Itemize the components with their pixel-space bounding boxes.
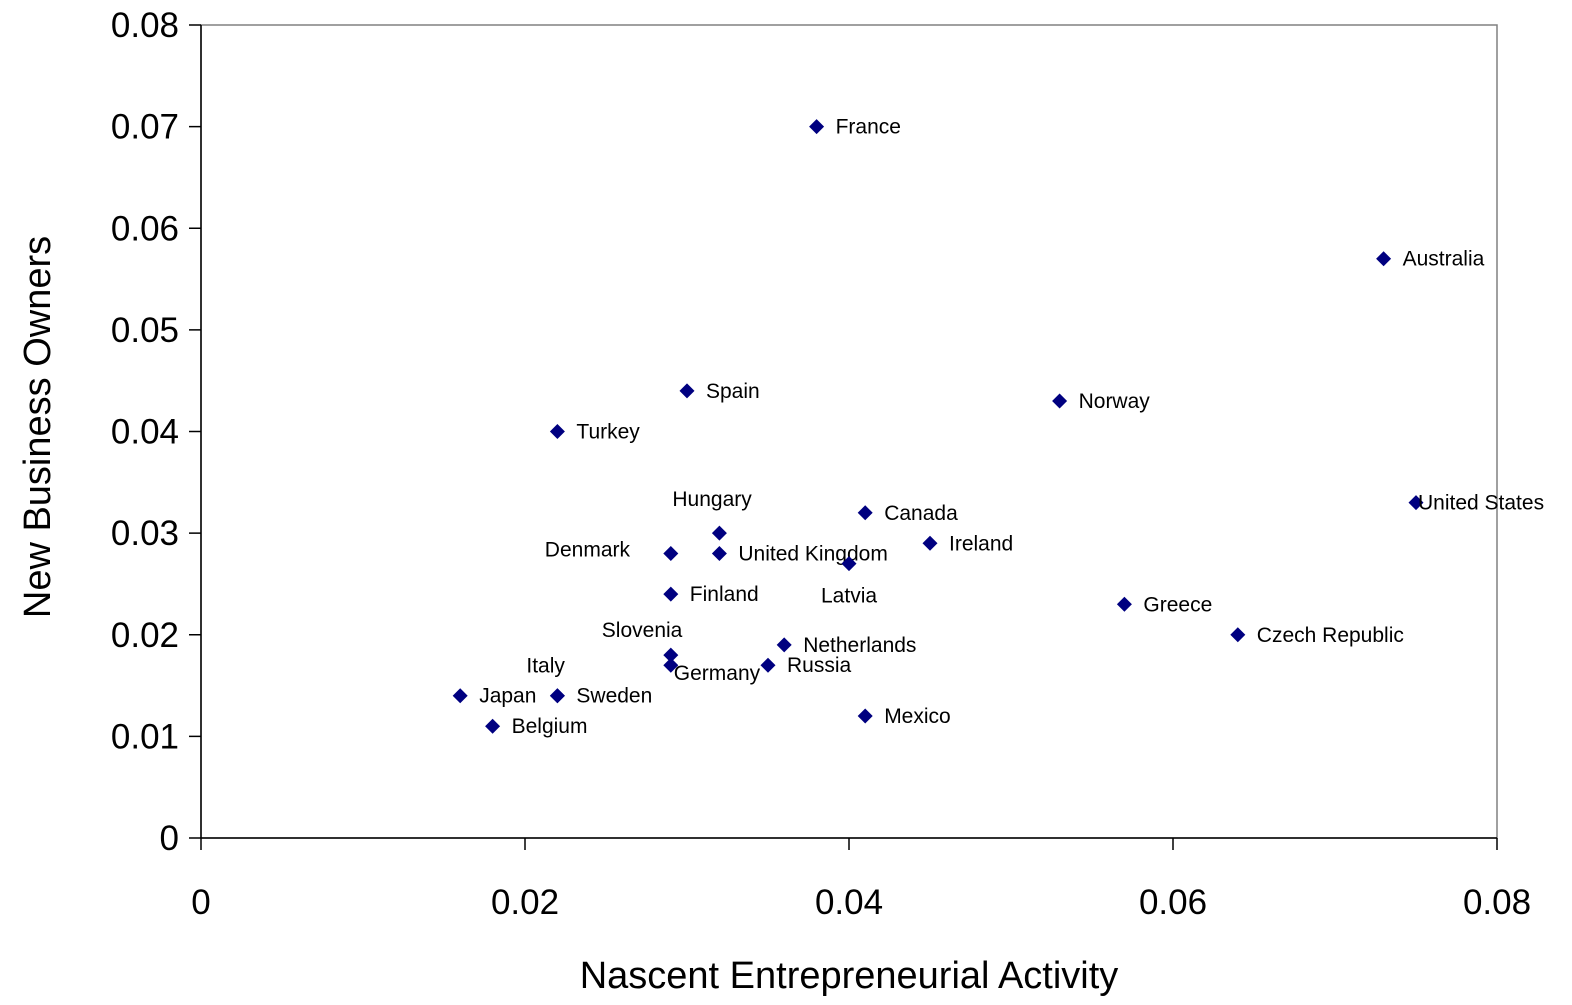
x-tick-label: 0 [191,883,210,922]
data-point [857,505,873,521]
point-label: Germany [674,662,761,685]
point-label: Greece [1143,593,1212,616]
y-axis-title: New Business Owners [17,236,59,618]
data-point [485,718,501,734]
point-label: Czech Republic [1257,624,1404,647]
y-tick-label: 0.06 [111,209,179,248]
point-label: Slovenia [602,619,683,642]
y-tick-label: 0.07 [111,108,179,147]
point-label: Sweden [576,685,652,708]
point-label: Italy [526,655,565,678]
x-tick-label: 0.06 [1139,883,1207,922]
point-label: Japan [479,685,536,708]
data-point [760,657,776,673]
x-tick-label: 0.08 [1463,883,1531,922]
data-point [679,383,695,399]
point-label: Denmark [545,538,631,561]
point-label: Netherlands [803,634,916,657]
data-point [857,708,873,724]
data-point [1052,393,1068,409]
point-label: Hungary [672,488,752,511]
point-label: Norway [1079,390,1151,413]
data-point [1230,627,1246,643]
axes: 0 0.01 0.02 0.03 0.04 0.05 0.06 0.07 0.08 0 0.02 0.… [111,6,1531,922]
data-point [549,688,565,704]
y-tick-label: 0.01 [111,717,179,756]
point-label: Australia [1403,248,1485,271]
y-tick-label: 0.03 [111,514,179,553]
point-label: United States [1418,492,1544,515]
plot-area [200,24,1498,839]
x-tick-label: 0.02 [491,883,559,922]
point-label: Russia [787,654,852,677]
y-tick-label: 0.02 [111,616,179,655]
point-label: United Kingdom [738,542,887,565]
point-label: Belgium [512,715,588,738]
data-point [1116,596,1132,612]
data-point [1376,251,1392,267]
data-point [663,647,679,663]
y-tick-label: 0.08 [111,6,179,45]
data-point [549,424,565,439]
data-point [1408,495,1424,511]
point-label: Finland [690,583,759,606]
data-point [663,586,679,602]
data-point [663,545,679,561]
y-tick-label: 0.04 [111,413,179,452]
point-label: France [836,116,901,139]
x-tick-label: 0.04 [815,883,883,922]
data-points: France Australia Spain Norway Turkey United S… [452,116,1544,738]
y-tick-label: 0.05 [111,311,179,350]
data-point [663,657,679,673]
y-tick-label: 0 [160,819,179,858]
point-label: Ireland [949,532,1013,555]
data-point [776,637,792,653]
data-point [841,556,857,572]
data-point [711,525,727,541]
point-label: Mexico [884,705,951,728]
point-label: Latvia [821,585,877,608]
data-point [922,535,938,551]
point-label: Canada [884,502,958,525]
x-axis-title: Nascent Entrepreneurial Activity [580,955,1119,997]
point-label: Turkey [576,421,640,444]
data-point [452,688,468,704]
point-label: Spain [706,380,760,403]
data-point [711,545,727,561]
data-point [809,119,825,135]
